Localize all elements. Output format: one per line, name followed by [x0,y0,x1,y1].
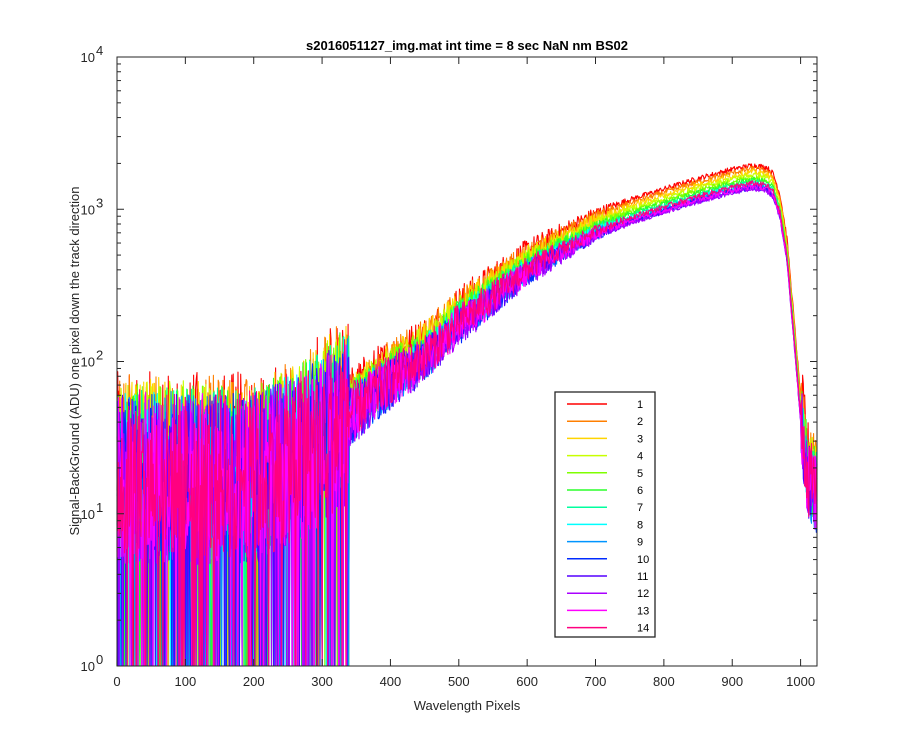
legend-box [554,391,656,638]
y-tick-label: 10 [81,202,95,217]
series-line-12 [116,185,818,667]
x-axis-label: Wavelength Pixels [414,698,521,713]
x-tick-label: 200 [243,674,265,689]
legend-label-6: 6 [637,485,643,497]
x-tick-label: 700 [585,674,607,689]
x-tick-label: 1000 [786,674,815,689]
legend-label-14: 14 [637,623,649,635]
y-tick-exponent: 0 [96,652,103,667]
y-tick-label: 10 [81,507,95,522]
legend-label-1: 1 [637,399,643,411]
y-tick-label: 10 [81,50,95,65]
x-tick-label: 900 [721,674,743,689]
y-tick-label: 10 [81,355,95,370]
x-tick-label: 800 [653,674,675,689]
legend-label-3: 3 [637,433,643,445]
legend-label-10: 10 [637,554,649,566]
legend-label-5: 5 [637,468,643,480]
legend-label-7: 7 [637,502,643,514]
y-tick-exponent: 3 [96,195,103,210]
x-tick-label: 500 [448,674,470,689]
x-tick-label: 100 [175,674,197,689]
legend-label-4: 4 [637,451,643,463]
legend-label-2: 2 [637,416,643,428]
y-tick-label: 10 [81,659,95,674]
chart-title: s2016051127_img.mat int time = 8 sec NaN… [306,38,628,53]
y-tick-exponent: 1 [96,500,103,515]
legend-label-12: 12 [637,588,649,600]
y-axis-label: Signal-BackGround (ADU) one pixel down t… [67,186,82,535]
legend-label-8: 8 [637,519,643,531]
x-tick-label: 300 [311,674,333,689]
y-tick-exponent: 4 [96,43,103,58]
y-tick-exponent: 2 [96,348,103,363]
x-tick-label: 0 [113,674,120,689]
x-tick-label: 400 [380,674,402,689]
series-line-14 [116,180,818,667]
x-tick-label: 600 [516,674,538,689]
legend-label-9: 9 [637,537,643,549]
legend-label-13: 13 [637,605,649,617]
legend-label-11: 11 [637,571,648,583]
x-axis-ticks: 0 100 200 300 400 500 600 700 800 900 1000 [113,57,815,689]
